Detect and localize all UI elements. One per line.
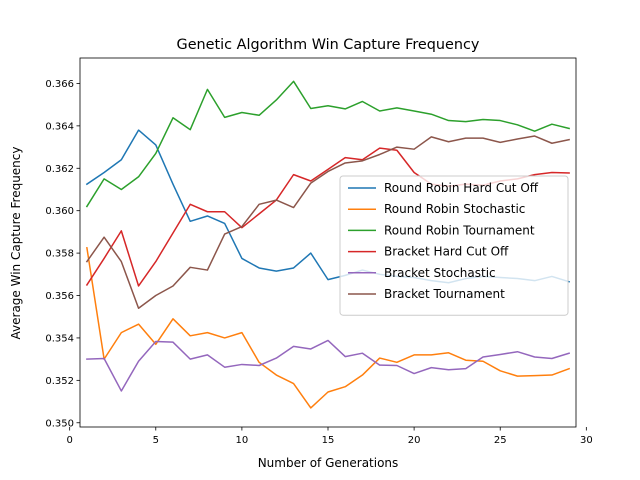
y-tick-label: 0.360 bbox=[45, 206, 74, 217]
y-tick-label: 0.356 bbox=[45, 291, 74, 302]
series-line-5 bbox=[85, 135, 570, 309]
chart-title: Genetic Algorithm Win Capture Frequency bbox=[177, 37, 480, 53]
legend-label-3: Bracket Hard Cut Off bbox=[384, 245, 509, 259]
x-tick-label: 10 bbox=[236, 435, 249, 446]
y-tick-label: 0.354 bbox=[45, 333, 74, 344]
x-axis-label: Number of Generations bbox=[258, 456, 399, 470]
y-tick-label: 0.366 bbox=[45, 79, 74, 90]
x-tick-label: 15 bbox=[322, 435, 335, 446]
y-axis-label: Average Win Capture Frequency bbox=[9, 147, 23, 340]
x-tick-label: 30 bbox=[580, 435, 593, 446]
x-tick-label: 5 bbox=[153, 435, 159, 446]
legend-label-0: Round Robin Hard Cut Off bbox=[384, 181, 539, 195]
x-tick-label: 20 bbox=[408, 435, 421, 446]
series-line-2 bbox=[85, 80, 571, 208]
legend-label-5: Bracket Tournament bbox=[384, 287, 505, 301]
x-tick-label: 0 bbox=[66, 435, 72, 446]
legend: Round Robin Hard Cut Off Round Robin Stoc… bbox=[339, 175, 569, 316]
y-tick-label: 0.364 bbox=[45, 121, 74, 132]
series-line-4 bbox=[86, 339, 571, 392]
series-line-1 bbox=[86, 246, 571, 409]
x-tick-label: 25 bbox=[494, 435, 507, 446]
y-tick-label: 0.352 bbox=[45, 376, 74, 387]
y-tick-label: 0.358 bbox=[45, 249, 74, 260]
legend-label-4: Bracket Stochastic bbox=[384, 266, 496, 280]
y-tick-label: 0.362 bbox=[45, 164, 74, 175]
legend-label-2: Round Robin Tournament bbox=[384, 223, 535, 237]
y-tick-label: 0.350 bbox=[45, 418, 74, 429]
legend-box bbox=[339, 175, 569, 316]
legend-label-1: Round Robin Stochastic bbox=[384, 202, 525, 216]
